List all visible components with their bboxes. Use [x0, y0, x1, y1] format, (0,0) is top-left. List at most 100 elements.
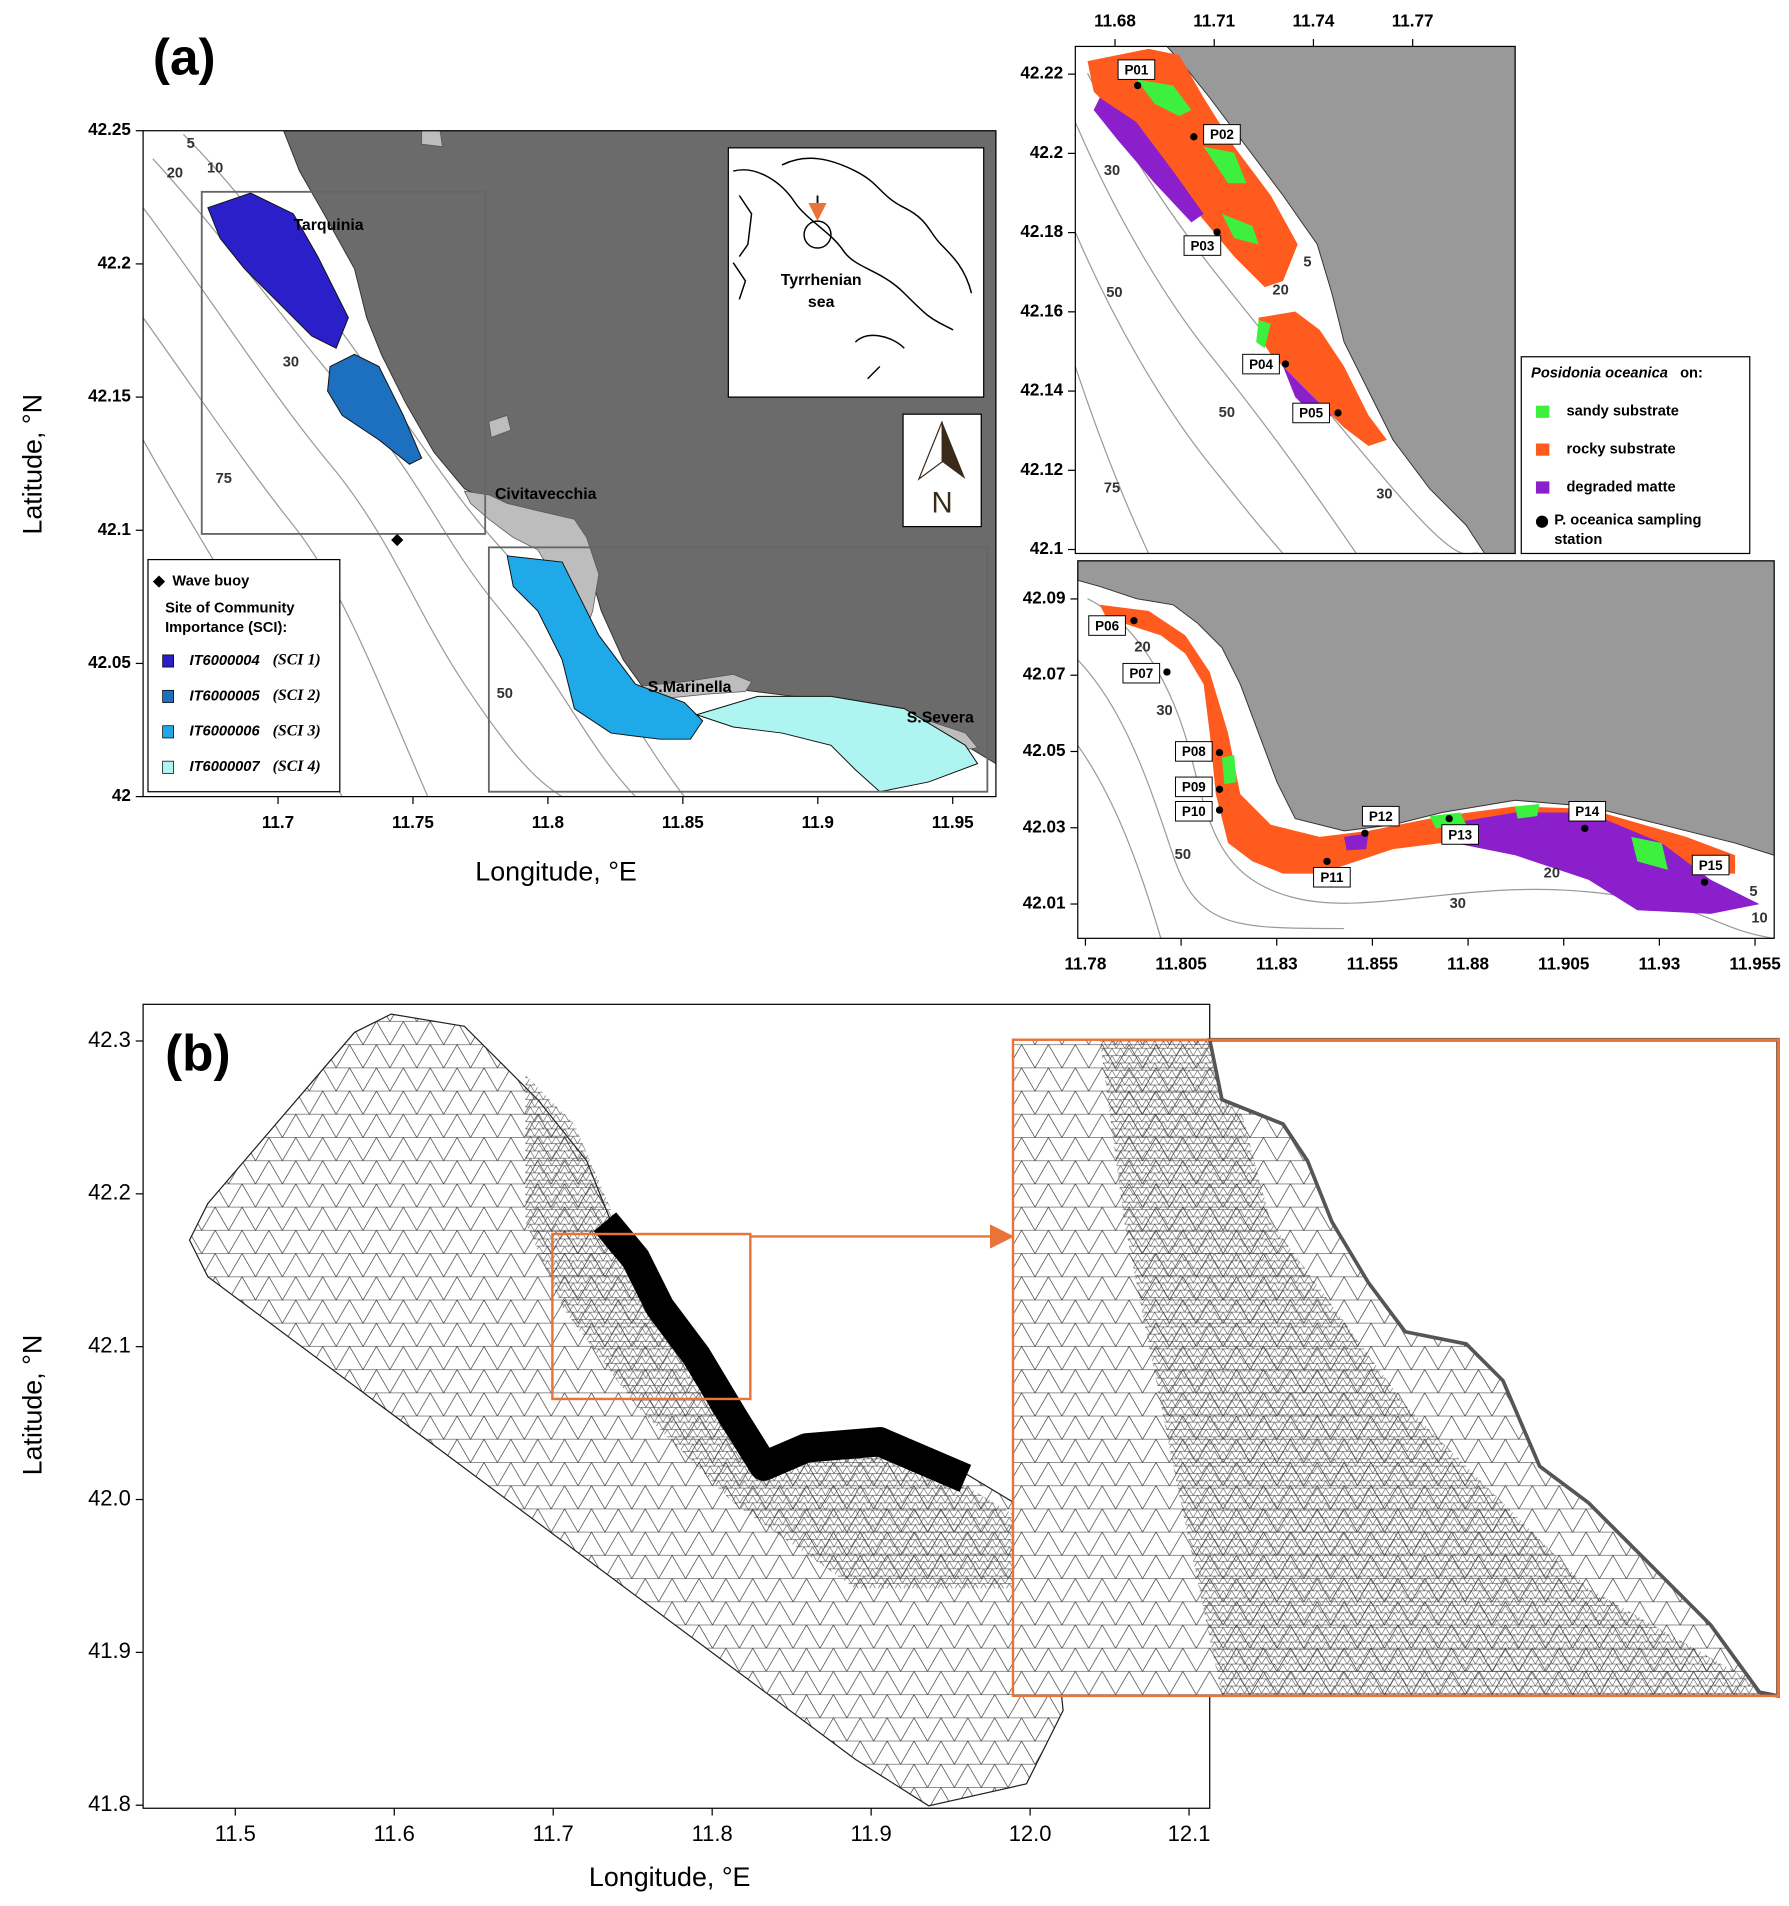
seagrass-area — [1344, 833, 1369, 851]
station-label: P12 — [1369, 809, 1393, 824]
station-dot — [1445, 814, 1453, 823]
seagrass-area — [1256, 320, 1271, 349]
seagrass-area — [1441, 812, 1760, 914]
legend-swatch — [1535, 481, 1550, 494]
map-b — [142, 1003, 1780, 1809]
legend-name: (SCI 4) — [273, 758, 321, 775]
y-tick-label: 42.12 — [1020, 460, 1063, 479]
x-tick-label: 12.0 — [1009, 1821, 1052, 1846]
legend-box — [1520, 356, 1751, 555]
seagrass-area — [1258, 311, 1387, 446]
legend-label: rocky substrate — [1566, 441, 1675, 457]
legend-swatch — [1535, 443, 1550, 456]
station-label: P11 — [1320, 870, 1344, 885]
x-tick-label: 11.7 — [262, 813, 294, 832]
legend-title: on: — [1680, 366, 1703, 382]
contour-label: 20 — [1544, 865, 1560, 881]
contour-label: 20 — [167, 165, 183, 181]
y-tick-label: 42.25 — [88, 120, 131, 139]
x-tick-label: 11.7 — [533, 1821, 574, 1846]
y-tick-label: 42.16 — [1020, 301, 1063, 320]
y-tick-label: 42.15 — [88, 387, 131, 406]
legend-title: Posidonia oceanica — [1531, 366, 1668, 382]
x-tick-label: 11.77 — [1392, 12, 1434, 31]
station-box — [1313, 866, 1351, 888]
station-box — [1242, 353, 1280, 375]
station-label: P01 — [1124, 62, 1148, 77]
contour-label: 50 — [1175, 847, 1191, 863]
legend-name: (SCI 2) — [273, 687, 321, 704]
station-dot — [1213, 228, 1221, 236]
x-axis-title: Longitude, °E — [589, 1862, 751, 1892]
frame — [142, 130, 997, 798]
x-tick-label: 11.8 — [532, 813, 564, 832]
station-dot — [1581, 824, 1589, 833]
y-tick-label: 42.2 — [1030, 143, 1063, 162]
station-dot — [1215, 806, 1224, 814]
station-label: P15 — [1699, 858, 1723, 873]
legend-code: IT6000004 — [190, 653, 260, 669]
x-axis-title: Longitude, °E — [475, 857, 637, 887]
contour-label: 30 — [1156, 703, 1172, 719]
seagrass-area — [1221, 755, 1237, 785]
station-dot — [1361, 829, 1369, 837]
station-box — [1568, 801, 1607, 822]
place-name: Civitavecchia — [495, 486, 597, 503]
x-tick-label: 11.78 — [1065, 955, 1107, 974]
x-tick-label: 11.805 — [1155, 955, 1207, 974]
x-tick-label: 11.93 — [1638, 955, 1680, 974]
y-tick-label: 42.0 — [88, 1485, 131, 1510]
station-dot — [1215, 785, 1224, 793]
station-label: P03 — [1190, 238, 1214, 253]
legend-label: degraded matte — [1566, 479, 1675, 495]
legend-swatch — [162, 654, 175, 668]
legend-code: IT6000007 — [190, 759, 261, 775]
contour-label: 75 — [1104, 481, 1120, 497]
sci-area — [506, 555, 704, 740]
contour-label: 10 — [1751, 911, 1767, 927]
station-label: P04 — [1249, 357, 1273, 372]
station-label: P05 — [1299, 406, 1323, 421]
station-label: P02 — [1210, 127, 1234, 142]
station-label: P07 — [1129, 666, 1153, 681]
frame — [1077, 560, 1775, 939]
contour-label: 50 — [1106, 285, 1122, 301]
x-tick-label: 11.88 — [1447, 955, 1489, 974]
station-dot — [1190, 133, 1198, 141]
x-tick-label: 11.75 — [392, 813, 434, 832]
x-tick-label: 11.855 — [1347, 955, 1399, 974]
y-tick-label: 42.1 — [88, 1332, 131, 1357]
seagrass-area — [1203, 146, 1247, 184]
inset-label: Tyrrhenian — [781, 272, 862, 289]
legend-label: Wave buoy — [172, 573, 250, 589]
y-tick-label: 42.1 — [1030, 539, 1064, 558]
legend-name: (SCI 3) — [273, 722, 321, 739]
place-name: S.Severa — [907, 710, 974, 727]
seagrass-area — [1515, 803, 1540, 819]
legend-title: Importance (SCI): — [165, 620, 287, 636]
x-tick-label: 11.9 — [851, 1821, 892, 1846]
station-label: P13 — [1448, 827, 1472, 842]
map-a — [143, 130, 996, 797]
station-label: P06 — [1095, 618, 1119, 633]
station-box — [1175, 801, 1213, 822]
station-box — [1183, 235, 1222, 256]
station-box — [1361, 805, 1400, 827]
y-tick-label: 42.2 — [88, 1180, 131, 1205]
y-tick-label: 42.05 — [88, 653, 131, 672]
seagrass-area — [1093, 97, 1204, 223]
panel-label: (b) — [165, 1024, 231, 1081]
contour-label: 5 — [1749, 884, 1757, 900]
y-tick-label: 41.8 — [88, 1791, 131, 1816]
x-tick-label: 11.71 — [1193, 12, 1235, 31]
y-tick-label: 42.18 — [1020, 222, 1063, 241]
frame — [1074, 45, 1516, 555]
inset-label: sea — [808, 294, 835, 311]
y-tick-label: 41.9 — [88, 1638, 131, 1663]
x-tick-label: 11.74 — [1293, 12, 1335, 31]
y-tick-label: 42 — [112, 786, 131, 805]
station-box — [1088, 615, 1126, 636]
station-dot — [1700, 878, 1709, 886]
legend-swatch — [162, 689, 175, 703]
contour-label: 20 — [1134, 639, 1150, 655]
